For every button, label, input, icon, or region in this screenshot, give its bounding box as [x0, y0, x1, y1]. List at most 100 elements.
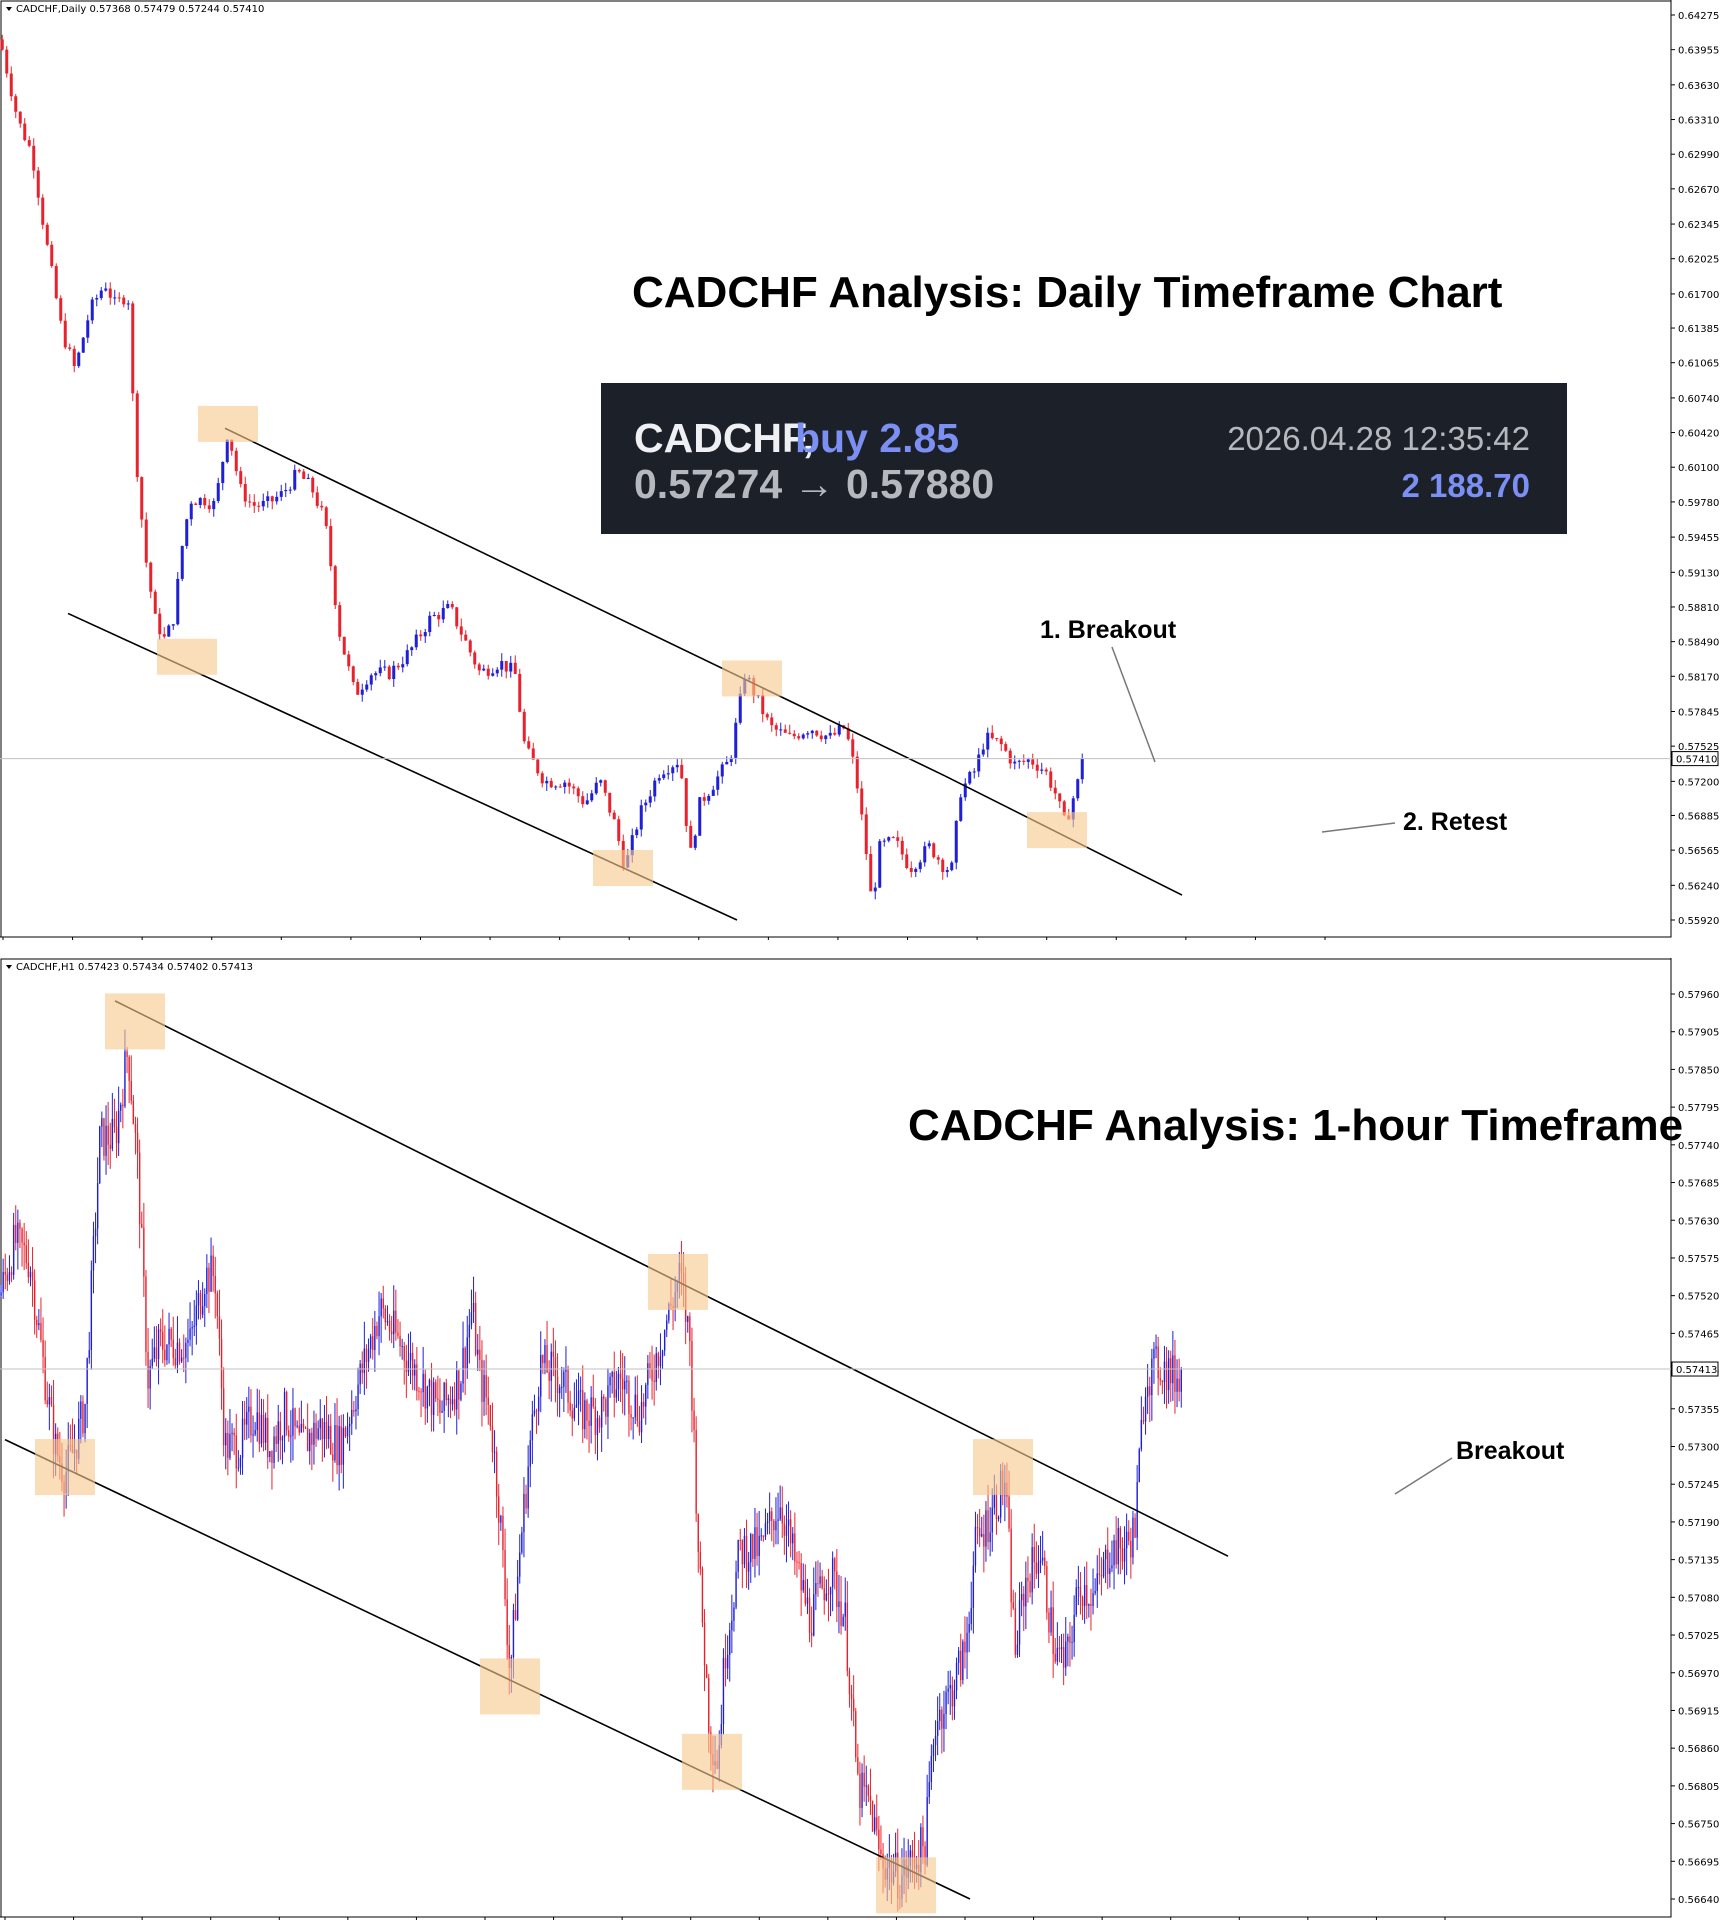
daily-chart-header: CADCHF,Daily 0.57368 0.57479 0.57244 0.5… [16, 4, 264, 15]
hourly-candle-body [1058, 1647, 1061, 1650]
hourly-candle-body [411, 1352, 414, 1376]
daily-candle-body [792, 733, 796, 737]
daily-candle-body [761, 695, 765, 715]
daily-candle-body [1071, 798, 1075, 820]
hourly-candle-body [548, 1372, 550, 1381]
daily-candle-body [369, 675, 373, 685]
daily-highlight-zone [157, 638, 217, 675]
hourly-candle-body [640, 1401, 643, 1433]
hourly-candle-body [657, 1353, 660, 1367]
dropdown-arrow-icon[interactable] [6, 965, 12, 969]
daily-candle-body [824, 735, 828, 740]
daily-candle-body [801, 734, 805, 739]
hourly-candle-body [695, 1429, 697, 1514]
hourly-candle-body [149, 1365, 151, 1389]
hourly-candle-body [487, 1397, 489, 1405]
hourly-price-tick-label: 0.57300 [1678, 1443, 1719, 1454]
daily-candle-body [396, 665, 400, 668]
hourly-candle-body [808, 1597, 811, 1633]
daily-candle-body [171, 624, 175, 626]
hourly-candle-body [1117, 1528, 1119, 1565]
hourly-candle-body [334, 1425, 336, 1461]
hourly-candle-body [666, 1320, 668, 1330]
hourly-candle-body [779, 1507, 781, 1520]
hourly-candle-body [970, 1607, 972, 1625]
hourly-candle-body [840, 1601, 842, 1626]
daily-candle-body [477, 664, 481, 671]
hourly-candle-body [785, 1525, 788, 1536]
daily-candle-body [594, 782, 598, 794]
hourly-candle-body [332, 1454, 334, 1461]
hourly-candle-body [414, 1364, 416, 1376]
hourly-candle-body [460, 1383, 462, 1400]
daily-candle-body [918, 862, 922, 869]
hourly-candle-body [201, 1306, 204, 1315]
hourly-candle-body [8, 1272, 11, 1281]
daily-candle-body [963, 783, 967, 798]
hourly-candle-body [372, 1336, 374, 1350]
dropdown-arrow-icon[interactable] [6, 7, 12, 11]
daily-current-price-box [1671, 751, 1719, 767]
hourly-candle-body [1086, 1585, 1088, 1606]
hourly-candle-body [1075, 1587, 1077, 1615]
hourly-candle-body [103, 1118, 105, 1156]
hourly-candle-body [596, 1417, 599, 1435]
hourly-candle-body [1008, 1496, 1010, 1529]
hourly-candle-body [21, 1228, 23, 1243]
hourly-candle-body [741, 1540, 744, 1565]
daily-zones [157, 405, 1087, 887]
hourly-candle-body [36, 1319, 38, 1326]
hourly-candle-body [212, 1255, 214, 1277]
hourly-candle-body [367, 1349, 370, 1362]
hourly-price-tick-label: 0.57795 [1678, 1103, 1719, 1114]
daily-price-axis: 0.64275 0.63955 0.63630 0.63310 0.62990 0.626… [0, 0, 1719, 937]
daily-candle-body [387, 666, 391, 680]
hourly-candle-body [829, 1587, 832, 1595]
daily-candle-body [711, 789, 715, 796]
hourly-candle-body [556, 1376, 559, 1394]
hourly-candle-body [687, 1316, 689, 1322]
daily-candle-body [653, 780, 657, 797]
daily-candle-body [603, 780, 607, 793]
daily-candle-body [320, 505, 324, 508]
daily-price-tick-label: 0.55920 [1678, 916, 1719, 927]
hourly-candle-body [447, 1398, 450, 1400]
hourly-highlight-zone [480, 1658, 540, 1715]
hourly-candle-body [409, 1352, 412, 1361]
hourly-candle-body [764, 1523, 767, 1537]
hourly-candle-body [82, 1401, 84, 1434]
daily-candle-body [374, 673, 378, 676]
hourly-candle-body [237, 1467, 240, 1469]
hourly-candle-body [861, 1772, 863, 1808]
hourly-candle-body [170, 1328, 172, 1340]
hourly-candle-body [1060, 1647, 1063, 1650]
hourly-candle-body [645, 1384, 647, 1407]
hourly-current-price-label: 0.57413 [1676, 1365, 1717, 1376]
hourly-candle-body [987, 1510, 989, 1543]
daily-candle-body [950, 862, 954, 871]
hourly-candle-body [430, 1380, 433, 1415]
daily-candle-body [180, 545, 184, 579]
trade-symbol: CADCHF, [634, 415, 814, 461]
hourly-candle-body [1119, 1528, 1122, 1549]
hourly-price-tick-label: 0.57575 [1678, 1254, 1719, 1265]
hourly-candle-body [506, 1599, 508, 1645]
hourly-candle-body [380, 1298, 382, 1317]
daily-candle-body [446, 603, 450, 609]
hourly-candle-body [750, 1534, 752, 1563]
daily-candle-body [873, 887, 877, 892]
daily-candle-body [306, 477, 310, 479]
hourly-candle-body [166, 1344, 168, 1361]
daily-candle-body [419, 634, 423, 637]
daily-candle-body [815, 730, 819, 736]
hourly-candle-body [378, 1316, 380, 1337]
hourly-candle-body [724, 1658, 727, 1669]
hourly-candle-body [960, 1650, 962, 1681]
hourly-candle-body [159, 1329, 162, 1332]
hourly-candle-body [966, 1632, 968, 1653]
daily-candle-body [234, 450, 238, 472]
daily-candle-body [1013, 761, 1017, 764]
hourly-candle-body [38, 1323, 40, 1326]
daily-candle-body [189, 503, 193, 520]
hourly-candle-body [1125, 1531, 1128, 1549]
